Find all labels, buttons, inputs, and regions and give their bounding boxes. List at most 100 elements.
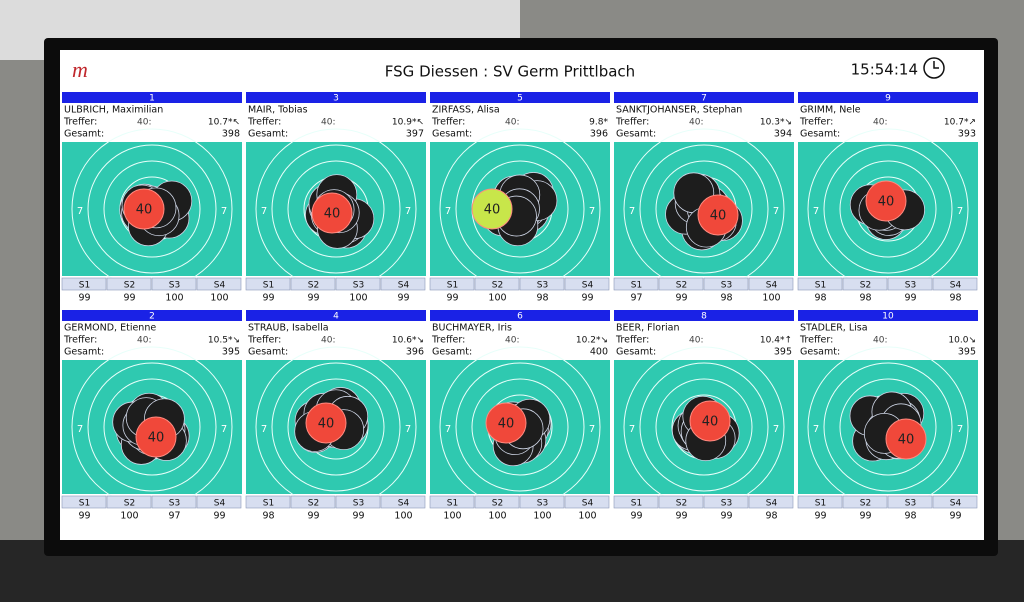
hits-count: 40: bbox=[137, 118, 151, 128]
total-value: 397 bbox=[406, 129, 424, 140]
series-header bbox=[196, 495, 242, 509]
series-value: 99 bbox=[949, 511, 961, 522]
hits-count: 40: bbox=[321, 118, 335, 128]
target-ring bbox=[103, 160, 201, 258]
current-shot-label: 40 bbox=[498, 417, 515, 432]
series-label: S3 bbox=[905, 281, 916, 291]
card-bar bbox=[430, 310, 610, 321]
hits-label: Treffer: bbox=[247, 335, 281, 346]
series-header bbox=[474, 495, 520, 509]
series-label: S3 bbox=[169, 281, 180, 291]
series-value: 99 bbox=[630, 511, 642, 522]
series-header bbox=[474, 277, 520, 291]
last-shot: 10.9*↖ bbox=[392, 118, 424, 128]
target-ring bbox=[455, 362, 585, 492]
ring-label: 7 bbox=[773, 206, 779, 217]
ring-label: 7 bbox=[445, 206, 451, 217]
series-label: S4 bbox=[950, 499, 962, 509]
series-value: 99 bbox=[675, 511, 687, 522]
series-label: S2 bbox=[308, 499, 319, 509]
target-ring bbox=[823, 362, 953, 492]
logo: m bbox=[72, 57, 88, 82]
last-shot: 9.8* bbox=[589, 118, 608, 128]
shooter-name: SANKTJOHANSER, Stephan bbox=[616, 105, 742, 116]
series-value: 99 bbox=[213, 511, 225, 522]
ring-label: 7 bbox=[629, 206, 635, 217]
shooter-name: BEER, Florian bbox=[616, 323, 679, 334]
total-label: Gesamt: bbox=[800, 347, 840, 358]
series-header bbox=[658, 277, 704, 291]
series-label: S4 bbox=[582, 499, 594, 509]
series-value: 99 bbox=[859, 511, 871, 522]
series-header bbox=[61, 495, 107, 509]
total-label: Gesamt: bbox=[64, 347, 104, 358]
current-shot-label: 40 bbox=[878, 195, 895, 210]
series-header bbox=[613, 495, 659, 509]
series-label: S4 bbox=[398, 281, 410, 291]
series-value: 98 bbox=[859, 293, 871, 304]
total-label: Gesamt: bbox=[248, 129, 288, 140]
current-shot-label: 40 bbox=[318, 417, 335, 432]
ring-label: 7 bbox=[589, 206, 595, 217]
series-header bbox=[61, 277, 107, 291]
total-label: Gesamt: bbox=[432, 129, 472, 140]
card-bar bbox=[62, 92, 242, 103]
series-value: 100 bbox=[394, 511, 412, 522]
series-value: 98 bbox=[904, 511, 916, 522]
ring-label: 7 bbox=[77, 206, 83, 217]
series-header bbox=[290, 277, 336, 291]
target-ring bbox=[287, 378, 385, 476]
series-header bbox=[797, 495, 843, 509]
series-value: 100 bbox=[210, 293, 228, 304]
series-value: 99 bbox=[397, 293, 409, 304]
current-shot bbox=[885, 418, 927, 460]
series-header bbox=[748, 495, 794, 509]
target-ring bbox=[839, 160, 937, 258]
ring-label: 7 bbox=[405, 424, 411, 435]
total-value: 393 bbox=[958, 129, 976, 140]
series-header bbox=[887, 495, 933, 509]
ring-label: 7 bbox=[445, 424, 451, 435]
hits-count: 40: bbox=[505, 336, 519, 346]
clock-time: 15:54:14 bbox=[851, 61, 918, 79]
series-label: S4 bbox=[766, 281, 778, 291]
current-shot-label: 40 bbox=[324, 207, 341, 222]
series-label: S1 bbox=[447, 499, 458, 509]
hits-label: Treffer: bbox=[799, 335, 833, 346]
series-label: S4 bbox=[398, 499, 410, 509]
series-value: 98 bbox=[949, 293, 961, 304]
series-value: 98 bbox=[720, 293, 732, 304]
current-shot-label: 40 bbox=[148, 431, 165, 446]
ring-label: 7 bbox=[221, 424, 227, 435]
total-label: Gesamt: bbox=[248, 347, 288, 358]
target-ring bbox=[87, 362, 217, 492]
current-shot bbox=[689, 400, 731, 442]
series-label: S3 bbox=[353, 499, 364, 509]
last-shot: 10.5*↘ bbox=[208, 336, 240, 346]
series-header bbox=[564, 277, 610, 291]
target-ring bbox=[87, 144, 217, 274]
hits-label: Treffer: bbox=[615, 117, 649, 128]
hits-count: 40: bbox=[505, 118, 519, 128]
series-value: 100 bbox=[533, 511, 551, 522]
series-value: 98 bbox=[536, 293, 548, 304]
hits-label: Treffer: bbox=[615, 335, 649, 346]
series-label: S2 bbox=[676, 281, 687, 291]
target-ring bbox=[839, 378, 937, 476]
series-value: 99 bbox=[904, 293, 916, 304]
target-ring bbox=[639, 144, 769, 274]
series-value: 98 bbox=[765, 511, 777, 522]
shooter-number: 2 bbox=[149, 312, 155, 322]
total-value: 395 bbox=[774, 347, 792, 358]
current-shot-label: 40 bbox=[702, 415, 719, 430]
total-label: Gesamt: bbox=[616, 129, 656, 140]
series-label: S3 bbox=[537, 499, 548, 509]
series-label: S4 bbox=[766, 499, 778, 509]
shooter-number: 7 bbox=[701, 94, 707, 104]
series-label: S1 bbox=[631, 281, 642, 291]
series-label: S3 bbox=[169, 499, 180, 509]
ring-label: 7 bbox=[813, 206, 819, 217]
series-label: S4 bbox=[214, 499, 226, 509]
